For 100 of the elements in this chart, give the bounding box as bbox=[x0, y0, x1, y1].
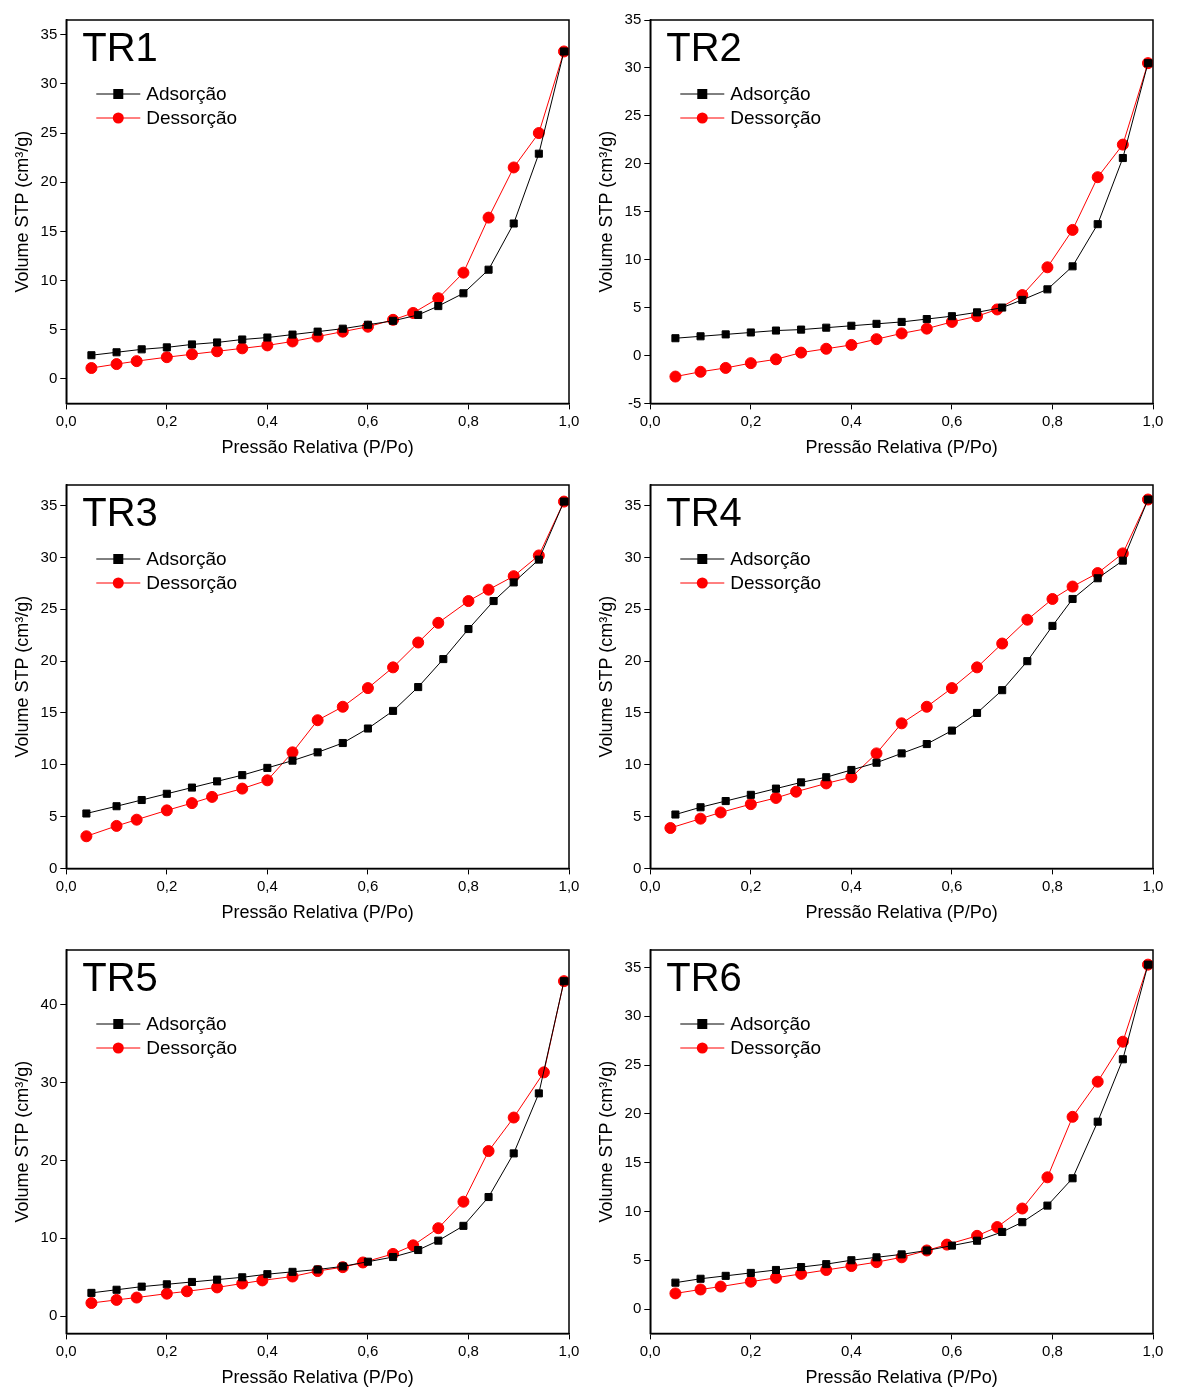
y-axis-title: Volume STP (cm³/g) bbox=[595, 595, 616, 758]
y-tick-label: 5 bbox=[48, 319, 58, 337]
y-tick-label: 15 bbox=[40, 703, 58, 721]
chart-title: TR4 bbox=[666, 490, 742, 535]
y-tick-label: 5 bbox=[632, 806, 642, 824]
x-axis-title: Pressão Relativa (P/Po) bbox=[221, 902, 414, 923]
y-tick-label: 30 bbox=[624, 547, 642, 565]
y-tick-label: 0 bbox=[48, 858, 58, 876]
y-axis-title: Volume STP (cm³/g) bbox=[11, 1060, 32, 1223]
x-tick-label: 0,6 bbox=[357, 876, 379, 894]
x-tick-label: 0,6 bbox=[941, 876, 963, 894]
chart-title: TR2 bbox=[666, 25, 742, 70]
legend-label: Adsorção bbox=[146, 1013, 227, 1035]
x-tick-label: 0,0 bbox=[55, 411, 77, 429]
chart-title: TR3 bbox=[82, 490, 158, 535]
y-tick-label: 5 bbox=[48, 806, 58, 824]
x-axis-title: Pressão Relativa (P/Po) bbox=[221, 437, 414, 458]
y-tick-label: 25 bbox=[40, 599, 58, 617]
x-tick-label: 1,0 bbox=[558, 1341, 580, 1359]
x-tick-label: 0,2 bbox=[740, 876, 762, 894]
x-tick-label: 1,0 bbox=[1142, 411, 1164, 429]
y-tick-label: 15 bbox=[624, 201, 642, 219]
chart-title: TR6 bbox=[666, 955, 742, 1000]
y-tick-label: 30 bbox=[40, 547, 58, 565]
y-tick-label: 25 bbox=[40, 123, 58, 141]
y-tick-label: 0 bbox=[632, 1299, 642, 1317]
legend-label: Adsorção bbox=[146, 548, 227, 570]
x-tick-label: 0,4 bbox=[840, 876, 862, 894]
y-tick-label: 0 bbox=[632, 858, 642, 876]
y-tick-label: 30 bbox=[40, 1072, 58, 1090]
x-axis-title: Pressão Relativa (P/Po) bbox=[805, 1367, 998, 1388]
x-tick-label: 0,6 bbox=[357, 411, 379, 429]
x-tick-label: 0,0 bbox=[639, 876, 661, 894]
legend-label: Dessorção bbox=[730, 1037, 822, 1059]
y-tick-label: 10 bbox=[40, 754, 58, 772]
y-tick-label: 20 bbox=[624, 651, 642, 669]
y-tick-label: 10 bbox=[624, 1201, 642, 1219]
y-tick-label: 30 bbox=[624, 58, 642, 76]
legend-label: Adsorção bbox=[730, 1013, 811, 1035]
x-tick-label: 0,8 bbox=[458, 1341, 479, 1359]
legend-label: Dessorção bbox=[730, 107, 822, 129]
y-tick-label: 30 bbox=[40, 74, 58, 92]
x-tick-label: 0,8 bbox=[458, 411, 479, 429]
x-tick-label: 0,4 bbox=[256, 876, 278, 894]
y-axis-title: Volume STP (cm³/g) bbox=[11, 595, 32, 758]
y-tick-label: 20 bbox=[40, 651, 58, 669]
x-tick-label: 0,6 bbox=[941, 411, 963, 429]
x-tick-label: 0,2 bbox=[156, 1341, 178, 1359]
y-tick-label: 35 bbox=[624, 10, 642, 28]
legend-label: Dessorção bbox=[730, 572, 822, 594]
x-tick-label: 0,2 bbox=[740, 411, 762, 429]
x-tick-label: 0,0 bbox=[55, 876, 77, 894]
y-tick-label: 0 bbox=[48, 1306, 58, 1324]
legend-label: Dessorção bbox=[146, 1037, 238, 1059]
y-tick-label: 10 bbox=[40, 1228, 58, 1246]
y-tick-label: 20 bbox=[624, 153, 642, 171]
x-tick-label: 0,6 bbox=[357, 1341, 379, 1359]
y-tick-label: 15 bbox=[624, 1152, 642, 1170]
y-tick-label: 5 bbox=[632, 297, 642, 315]
y-axis-title: Volume STP (cm³/g) bbox=[595, 1060, 616, 1223]
y-tick-label: 35 bbox=[40, 24, 58, 42]
y-tick-label: 40 bbox=[40, 994, 58, 1012]
x-tick-label: 0,4 bbox=[256, 411, 278, 429]
y-tick-label: 35 bbox=[624, 495, 642, 513]
x-tick-label: 0,2 bbox=[156, 876, 178, 894]
y-tick-label: 10 bbox=[624, 754, 642, 772]
y-tick-label: 0 bbox=[632, 345, 642, 363]
y-tick-label: 0 bbox=[48, 368, 58, 386]
x-axis-title: Pressão Relativa (P/Po) bbox=[805, 902, 998, 923]
y-axis-title: Volume STP (cm³/g) bbox=[595, 130, 616, 293]
x-tick-label: 0,2 bbox=[156, 411, 178, 429]
x-tick-label: 0,8 bbox=[1042, 876, 1063, 894]
legend-label: Adsorção bbox=[730, 83, 811, 105]
x-tick-label: 0,8 bbox=[1042, 411, 1063, 429]
x-axis-title: Pressão Relativa (P/Po) bbox=[805, 437, 998, 458]
x-tick-label: 0,0 bbox=[639, 411, 661, 429]
x-tick-label: 0,0 bbox=[55, 1341, 77, 1359]
x-tick-label: 0,8 bbox=[1042, 1341, 1063, 1359]
y-tick-label: 10 bbox=[40, 270, 58, 288]
x-axis-title: Pressão Relativa (P/Po) bbox=[221, 1367, 414, 1388]
y-tick-label: 35 bbox=[40, 495, 58, 513]
y-tick-label: 25 bbox=[624, 1055, 642, 1073]
y-tick-label: 35 bbox=[624, 957, 642, 975]
x-tick-label: 1,0 bbox=[1142, 1341, 1164, 1359]
x-tick-label: 0,8 bbox=[458, 876, 479, 894]
chart-title: TR1 bbox=[82, 25, 158, 70]
x-tick-label: 0,4 bbox=[256, 1341, 278, 1359]
y-tick-label: 20 bbox=[40, 1150, 58, 1168]
y-tick-label: 5 bbox=[632, 1250, 642, 1268]
x-tick-label: 0,2 bbox=[740, 1341, 762, 1359]
x-tick-label: 1,0 bbox=[558, 411, 580, 429]
legend-label: Adsorção bbox=[730, 548, 811, 570]
y-axis-title: Volume STP (cm³/g) bbox=[11, 130, 32, 293]
x-tick-label: 0,4 bbox=[840, 1341, 862, 1359]
x-tick-label: 1,0 bbox=[558, 876, 580, 894]
y-tick-label: 30 bbox=[624, 1006, 642, 1024]
y-tick-label: 10 bbox=[624, 249, 642, 267]
chart-title: TR5 bbox=[82, 955, 158, 1000]
legend-label: Dessorção bbox=[146, 572, 238, 594]
x-tick-label: 1,0 bbox=[1142, 876, 1164, 894]
